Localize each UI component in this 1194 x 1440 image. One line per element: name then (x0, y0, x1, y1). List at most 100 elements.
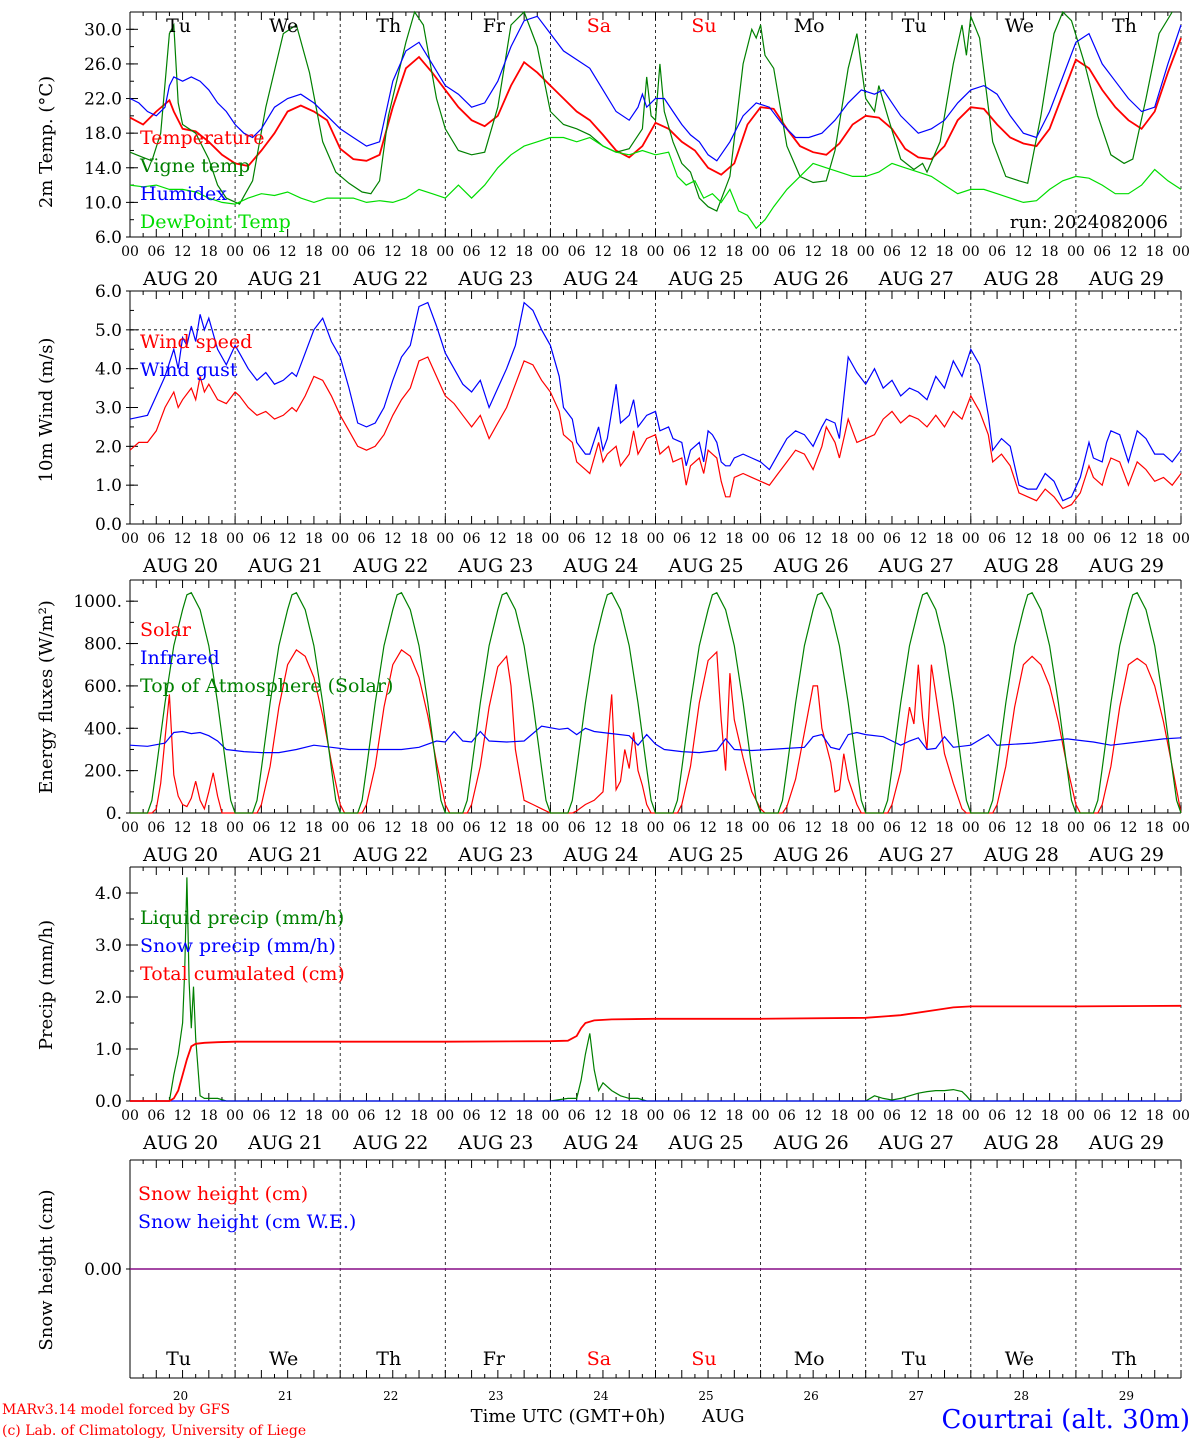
hour-tick-label: 00 (226, 531, 244, 547)
hour-tick-label: 12 (594, 820, 612, 836)
hour-tick-label: 18 (1041, 1108, 1059, 1124)
hour-tick-label: 06 (147, 531, 165, 547)
hour-tick-label: 12 (1120, 531, 1138, 547)
hour-tick-label: 12 (1120, 244, 1138, 260)
hour-tick-label: 12 (489, 820, 507, 836)
hour-tick-label: 00 (436, 244, 454, 260)
hour-tick-label: 06 (778, 531, 796, 547)
y-axis-title: 2m Temp. (°C) (36, 76, 57, 208)
date-label: AUG 26 (773, 268, 849, 290)
date-label: AUG 24 (562, 1132, 638, 1154)
hour-tick-label: 18 (936, 244, 954, 260)
hour-tick-label: 00 (752, 820, 770, 836)
y-axis-title: Precip (mm/h) (36, 920, 57, 1050)
y-tick-label: 3.0 (95, 936, 122, 956)
weekday-label: We (1005, 1348, 1034, 1370)
hour-tick-label: 18 (620, 531, 638, 547)
panel-1: 6.0 10.0 14.0 18.0 22.0 26.0 30.0 2m Temp. (°C)… (36, 10, 1190, 290)
date-label: AUG 22 (352, 844, 428, 866)
hour-tick-label: 18 (305, 820, 323, 836)
y-tick-label: 10.0 (84, 193, 122, 213)
y-tick-label: 1.0 (95, 1040, 122, 1060)
hour-tick-label: 00 (962, 1108, 980, 1124)
hour-tick-label: 00 (436, 820, 454, 836)
date-label: AUG 22 (352, 555, 428, 577)
hour-tick-label: 00 (752, 1108, 770, 1124)
hour-tick-label: 12 (174, 531, 192, 547)
hour-tick-label: 00 (857, 531, 875, 547)
series-line-top-of-atmosphere-solar- (130, 591, 1182, 814)
hour-tick-label: 18 (725, 531, 743, 547)
hour-tick-label: 12 (174, 244, 192, 260)
day-number-label: 23 (488, 1389, 503, 1403)
legend-entry: Humidex (140, 183, 227, 205)
legend-entry: Total cumulated (cm) (140, 963, 345, 985)
weekday-label: Th (1112, 15, 1137, 37)
series-line-temperature (129, 37, 1182, 176)
hour-tick-label: 06 (568, 1108, 586, 1124)
hour-tick-label: 18 (831, 1108, 849, 1124)
meteogram-panels: 6.0 10.0 14.0 18.0 22.0 26.0 30.0 2m Temp. (°C)… (36, 10, 1190, 1403)
y-tick-label: 2.0 (95, 988, 122, 1008)
date-label: AUG 22 (352, 1132, 428, 1154)
hour-tick-label: 12 (699, 244, 717, 260)
hour-tick-label: 06 (252, 1108, 270, 1124)
hour-tick-label: 12 (174, 1108, 192, 1124)
date-label: AUG 28 (983, 1132, 1059, 1154)
hour-tick-label: 06 (147, 1108, 165, 1124)
y-tick-label: 6.0 (95, 282, 122, 302)
hour-tick-label: 00 (121, 531, 139, 547)
hour-tick-label: 18 (515, 820, 533, 836)
hour-tick-label: 18 (620, 244, 638, 260)
hour-tick-label: 00 (331, 820, 349, 836)
day-number-label: 26 (804, 1389, 819, 1403)
hour-tick-label: 18 (725, 1108, 743, 1124)
hour-tick-label: 00 (1172, 820, 1190, 836)
panel-4: 0.0 1.0 2.0 3.0 4.0 Precip (mm/h) Liquid preci… (36, 866, 1190, 1154)
legend-entry: Infrared (140, 647, 220, 669)
hour-tick-label: 00 (647, 244, 665, 260)
hour-tick-label: 06 (463, 1108, 481, 1124)
series-line-wind-speed (129, 356, 1182, 510)
panel-5: 0.00 Snow height (cm) Snow height (cm) Snow… (36, 1159, 1182, 1403)
legend-entry: DewPoint Temp (140, 211, 291, 233)
hour-tick-label: 12 (384, 531, 402, 547)
date-label: AUG 28 (983, 844, 1059, 866)
day-number-label: 27 (909, 1389, 924, 1403)
legend-entry: Snow precip (mm/h) (140, 935, 336, 957)
y-tick-label: 0. (106, 804, 122, 824)
hour-tick-label: 00 (1067, 1108, 1085, 1124)
hour-tick-label: 06 (358, 1108, 376, 1124)
hour-tick-label: 06 (252, 531, 270, 547)
hour-tick-label: 18 (1041, 244, 1059, 260)
y-tick-label: 0.0 (95, 515, 122, 535)
series-line-total-cumulated-cm- (130, 1004, 1182, 1102)
hour-tick-label: 18 (410, 531, 428, 547)
hour-tick-label: 06 (673, 244, 691, 260)
weekday-label: Tu (166, 1348, 191, 1370)
y-axis-title: 10m Wind (m/s) (36, 338, 57, 483)
hour-tick-label: 00 (962, 531, 980, 547)
hour-tick-label: 06 (358, 531, 376, 547)
y-tick-label: 18.0 (84, 124, 122, 144)
day-number-label: 25 (698, 1389, 713, 1403)
date-label: AUG 23 (457, 844, 533, 866)
hour-tick-label: 06 (1093, 820, 1111, 836)
date-label: AUG 25 (667, 268, 743, 290)
weekday-label: Fr (483, 15, 506, 37)
legend-entry: Vigne temp (139, 155, 250, 177)
y-tick-label: 6.0 (95, 228, 122, 248)
hour-tick-label: 00 (1067, 531, 1085, 547)
hour-tick-label: 12 (909, 531, 927, 547)
hour-tick-label: 06 (673, 531, 691, 547)
hour-tick-label: 18 (305, 1108, 323, 1124)
date-label: AUG 22 (352, 268, 428, 290)
hour-tick-label: 18 (515, 1108, 533, 1124)
hour-tick-label: 18 (410, 1108, 428, 1124)
hour-tick-label: 00 (1067, 244, 1085, 260)
panel-2: 0.0 1.0 2.0 3.0 4.0 5.0 6.0 10m Wind (m/s) Wind … (36, 282, 1190, 577)
hour-tick-label: 12 (279, 244, 297, 260)
hour-tick-label: 06 (883, 244, 901, 260)
hour-tick-label: 00 (226, 1108, 244, 1124)
hour-tick-label: 12 (1120, 820, 1138, 836)
